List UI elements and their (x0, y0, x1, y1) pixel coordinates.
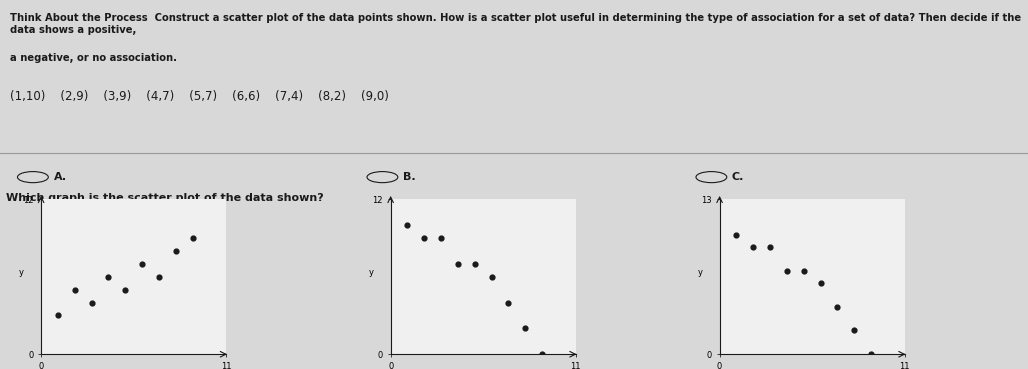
Point (416, 235, 433, 241)
Text: B.: B. (403, 172, 415, 182)
Point (534, 351, 550, 357)
Point (862, 351, 879, 357)
Point (49, 313, 66, 318)
Y-axis label: y: y (697, 268, 702, 277)
Text: a negative, or no association.: a negative, or no association. (10, 53, 177, 63)
Point (762, 244, 778, 250)
Y-axis label: y: y (369, 268, 373, 277)
Point (517, 325, 534, 331)
Point (501, 300, 517, 306)
Point (184, 235, 200, 241)
Point (778, 268, 795, 274)
Point (467, 261, 483, 267)
Text: Which graph is the scatter plot of the data shown?: Which graph is the scatter plot of the d… (6, 193, 324, 203)
Point (67, 287, 83, 293)
Point (399, 222, 415, 228)
Point (433, 235, 449, 241)
Text: A.: A. (53, 172, 67, 182)
Point (796, 268, 812, 274)
Y-axis label: y: y (20, 268, 24, 277)
Point (100, 274, 116, 280)
Point (812, 280, 829, 286)
Point (830, 304, 846, 310)
Text: Think About the Process  Construct a scatter plot of the data points shown. How : Think About the Process Construct a scat… (10, 13, 1022, 35)
Point (134, 261, 150, 267)
Point (728, 232, 744, 238)
Point (117, 287, 134, 293)
Point (168, 248, 184, 254)
Point (151, 274, 168, 280)
Text: (1,10)    (2,9)    (3,9)    (4,7)    (5,7)    (6,6)    (7,4)    (8,2)    (9,0): (1,10) (2,9) (3,9) (4,7) (5,7) (6,6) (7,… (10, 90, 390, 103)
Point (846, 327, 862, 333)
Text: C.: C. (732, 172, 744, 182)
Point (449, 261, 466, 267)
Point (483, 274, 500, 280)
Point (745, 244, 762, 250)
Point (83, 300, 100, 306)
